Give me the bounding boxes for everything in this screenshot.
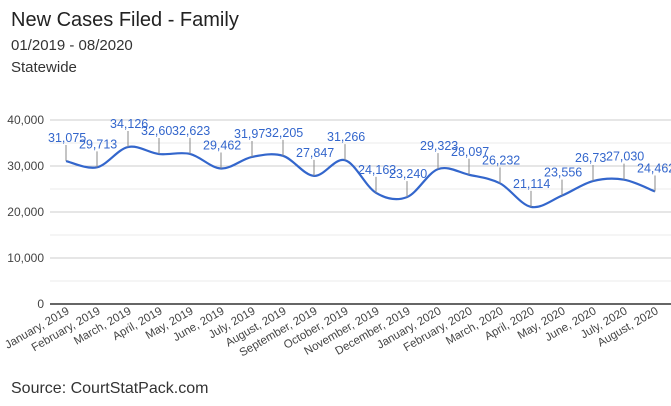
data-label: 24,462 (637, 161, 671, 175)
y-tick-label: 10,000 (7, 251, 44, 265)
series-line (65, 145, 656, 209)
data-label: 31,97 (234, 127, 265, 141)
y-tick-label: 40,000 (7, 113, 44, 127)
source-note: Source: CourtStatPack.com (11, 380, 209, 397)
data-label: 21,114 (513, 177, 550, 191)
data-label: 29,462 (203, 138, 241, 152)
data-label: 23,240 (389, 167, 427, 181)
data-label: 24,163 (358, 163, 396, 177)
data-label: 29,713 (79, 137, 117, 151)
data-label: 27,030 (606, 150, 644, 164)
data-label: 34,126 (110, 117, 148, 131)
y-tick-label: 30,000 (7, 159, 44, 173)
data-label: 26,73 (575, 151, 606, 165)
y-tick-label: 0 (37, 297, 44, 311)
data-label: 26,232 (482, 153, 520, 167)
series-line-path (65, 145, 656, 209)
y-axis-ticks: 0 10,000 20,000 30,000 40,000 (7, 113, 44, 311)
data-label: 28,097 (451, 145, 489, 159)
y-tick-label: 20,000 (7, 205, 44, 219)
chart-date-range: 01/2019 - 08/2020 (11, 37, 133, 54)
data-label: 32,205 (265, 126, 303, 140)
data-label: 32,623 (172, 124, 210, 138)
chart-region: Statewide (11, 59, 77, 76)
data-label: 23,556 (544, 166, 582, 180)
data-label: 27,847 (296, 146, 334, 160)
chart-title: New Cases Filed - Family (11, 9, 239, 31)
data-label: 31,075 (48, 131, 86, 145)
data-label: 29,323 (420, 139, 458, 153)
data-label: 31,266 (327, 130, 365, 144)
gridlines (50, 119, 671, 305)
data-label: 32,60 (141, 124, 172, 138)
